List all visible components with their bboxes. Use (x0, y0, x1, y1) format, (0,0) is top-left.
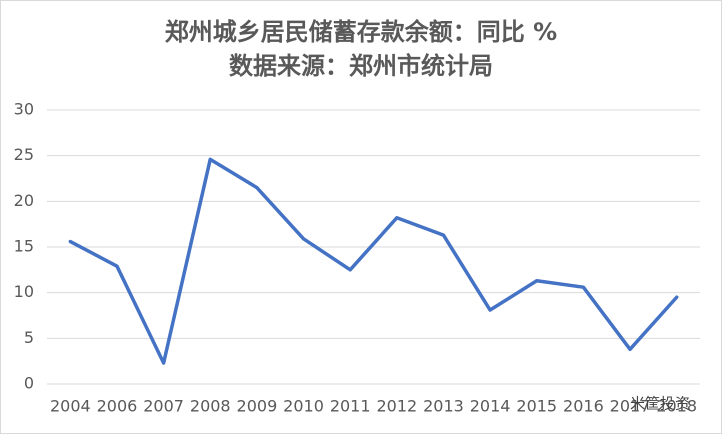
x-tick-label: 2006 (97, 397, 138, 416)
x-tick-label: 2008 (190, 397, 231, 416)
y-tick-label: 25 (14, 145, 34, 164)
x-tick-label: 2010 (283, 397, 324, 416)
x-tick-label: 2013 (423, 397, 464, 416)
y-tick-label: 0 (24, 374, 34, 393)
chart-subtitle: 数据来源：郑州市统计局 (229, 52, 493, 80)
x-tick-label: 2009 (237, 397, 278, 416)
x-tick-label: 2012 (376, 397, 417, 416)
x-tick-label: 2017 (610, 397, 651, 416)
y-tick-label: 5 (24, 328, 34, 347)
x-tick-label: 2004 (50, 397, 91, 416)
watermark: 米筐投资 (630, 395, 690, 413)
chart-title: 郑州城乡居民储蓄存款余额：同比 % (165, 18, 557, 46)
x-tick-label: 2015 (516, 397, 557, 416)
x-tick-label: 2014 (470, 397, 511, 416)
x-tick-label: 2016 (563, 397, 604, 416)
y-tick-label: 10 (14, 282, 34, 301)
x-tick-label: 2018 (656, 397, 697, 416)
x-tick-label: 2011 (330, 397, 371, 416)
y-tick-label: 20 (14, 191, 34, 210)
y-tick-label: 15 (14, 237, 34, 256)
y-tick-label: 30 (14, 100, 34, 119)
x-tick-label: 2007 (143, 397, 184, 416)
data-line (68, 157, 679, 365)
